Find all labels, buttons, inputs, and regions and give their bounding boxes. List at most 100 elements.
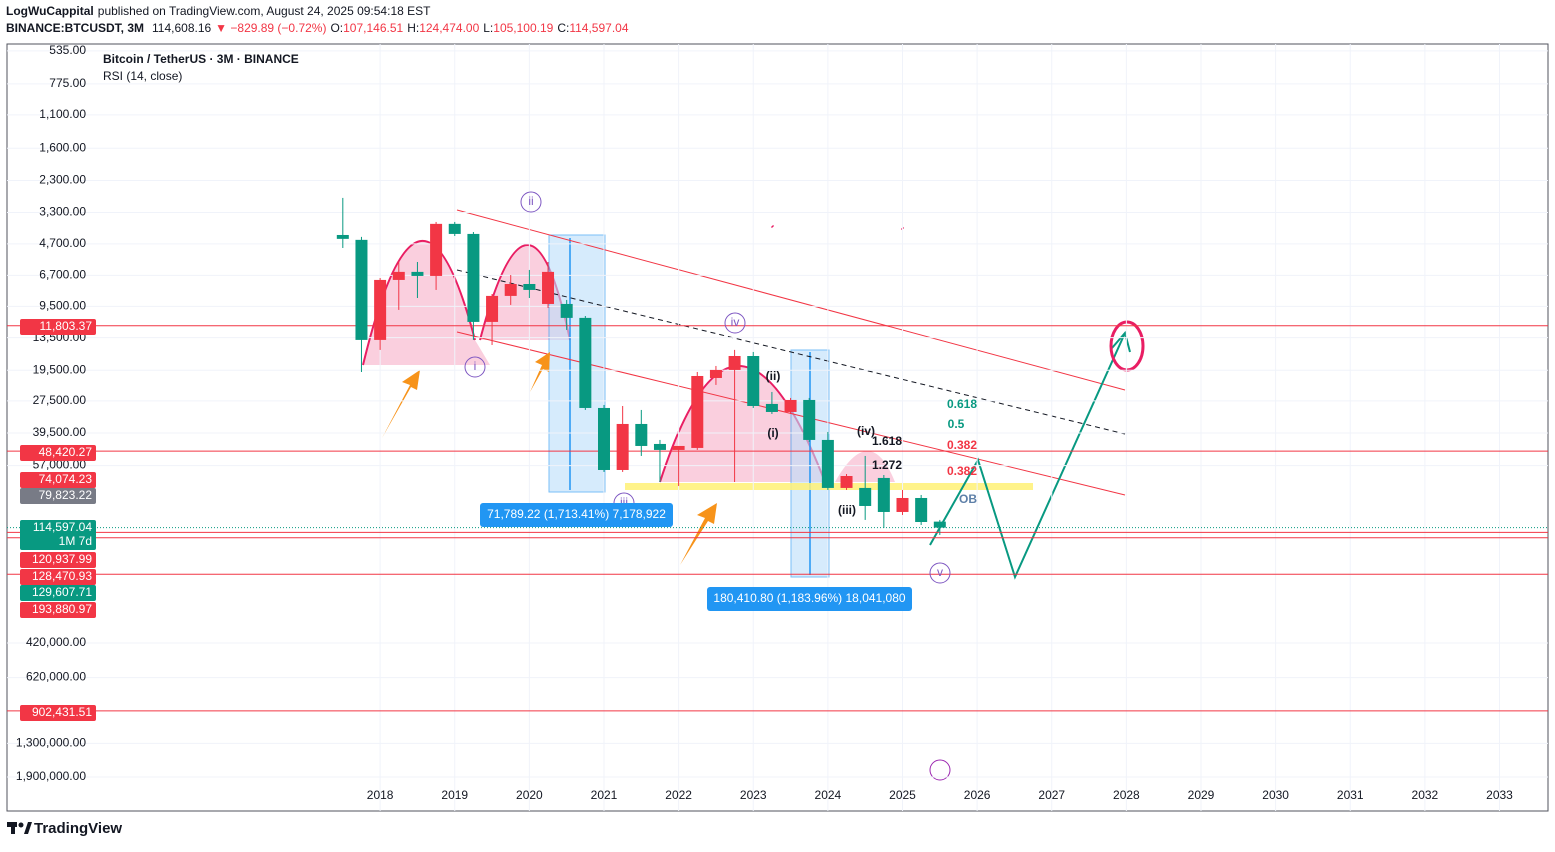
y-tick-label: 57,000.00 [33,458,87,472]
annotation: 0.5 [948,417,965,431]
ohlc-value: 107,146.51 [343,21,403,35]
x-tick-label: 2026 [964,788,991,802]
annotation: (ii) [766,369,781,383]
legend-indicator: RSI (14, close) [103,69,182,83]
price-badge [20,488,96,504]
candle-body [616,423,629,470]
channel-line [456,209,1126,391]
price-badge [20,319,96,335]
drawings [7,44,1548,811]
candle-body [542,271,555,304]
candle-body [486,295,499,322]
ohlc-value: 114,597.04 [569,21,628,35]
candle-body [915,497,928,523]
candle-body [355,239,368,340]
measure-label-box [480,503,673,527]
measure-label-box [707,587,912,611]
ohlc-label: C: [557,21,569,35]
x-tick-label: 2031 [1337,788,1364,802]
price-badge-label: 129,607.71 [32,585,92,599]
y-tick-label: 4,700.00 [39,236,86,250]
y-tick-label: 535.00 [49,43,86,57]
logo-part [18,822,24,828]
symbol: BINANCE:BTCUSDT, 3M [6,21,144,35]
footer-logo [7,822,32,834]
x-tick-label: 2024 [815,788,842,802]
x-tick-label: 2023 [740,788,767,802]
annotation: iii [620,495,628,509]
x-tick-label: 2033 [1486,788,1513,802]
x-tick-label: 2030 [1262,788,1289,802]
candle-body [560,303,573,318]
y-tick-label: 2,300.00 [39,173,86,187]
projection-arrowhead [1111,330,1131,353]
y-tick-label: 39,500.00 [33,425,87,439]
candle-body [933,521,946,528]
price-badge [20,602,96,618]
x-tick-label: 2020 [516,788,543,802]
candle-body [691,375,704,448]
candle-body [747,355,760,406]
price-badge-label: 79,823.22 [39,488,93,502]
candle-body [709,369,722,378]
annotation: (iv) [857,424,875,438]
measure-box [548,234,606,493]
candle-body [411,271,424,276]
annotation: (iii) [838,503,856,517]
candle-body [877,477,890,512]
ohlc-value: 124,474.00 [419,21,479,35]
y-tick-label: 775.00 [49,76,86,90]
y-tick-label: 19,500.00 [33,362,87,376]
chart-frame [6,43,1549,812]
price-badge [20,569,96,585]
logo-part [24,822,32,834]
price-badge [20,585,96,601]
x-tick-label: 2021 [591,788,618,802]
projection [929,332,1126,580]
y-tick-label: 6,700.00 [39,268,86,282]
x-tick-label: 2022 [665,788,692,802]
measure-label: 71,789.22 (1,713.41%) 7,178,922 [487,507,666,521]
x-tick-label: 2018 [367,788,394,802]
candle-body [579,317,592,408]
candle-body [821,439,834,488]
ohlc-value: 105,100.19 [493,21,553,35]
x-tick-label: 2019 [441,788,468,802]
candle-body [597,407,610,470]
annotation: 0.382 [947,464,977,478]
candle-body [840,476,853,488]
ohlc-label: L: [483,21,493,35]
x-tick-label: 2027 [1038,788,1065,802]
published: published on TradingView.com, August 24,… [98,4,431,18]
icon [929,759,951,781]
annotation: OB [959,492,977,506]
candle-body [448,223,461,234]
candle-body [336,234,349,239]
candle-body [896,497,909,512]
x-tick-label: 2028 [1113,788,1140,802]
candle-body [803,399,816,440]
ohlc-label: H: [407,21,419,35]
price-badge [20,472,96,488]
annotation: ii [528,194,533,208]
price-badge-label: 902,431.51 [32,705,92,719]
price-badge-label: 74,074.23 [39,472,93,486]
legend-title: Bitcoin / TetherUS · 3M · BINANCE [103,52,299,66]
y-tick-label: 1,300,000.00 [16,735,86,749]
annotation: v [937,565,943,579]
y-tick-label: 9,500.00 [39,299,86,313]
candle-body [728,355,741,370]
candle-body [504,283,517,296]
trend-line [456,269,1126,435]
y-tick-label: 1,600.00 [39,140,86,154]
price-badge-note: 1M 7d [59,534,92,548]
annotation: (i) [767,426,778,440]
candle-body [392,271,405,280]
candle-body [374,279,387,340]
candle-body [635,423,648,446]
price: 114,608.16 [152,21,211,35]
y-tick-label: 420,000.00 [26,635,86,649]
price-badge [20,520,96,550]
candle-body [859,487,872,506]
candle-body [784,399,797,412]
